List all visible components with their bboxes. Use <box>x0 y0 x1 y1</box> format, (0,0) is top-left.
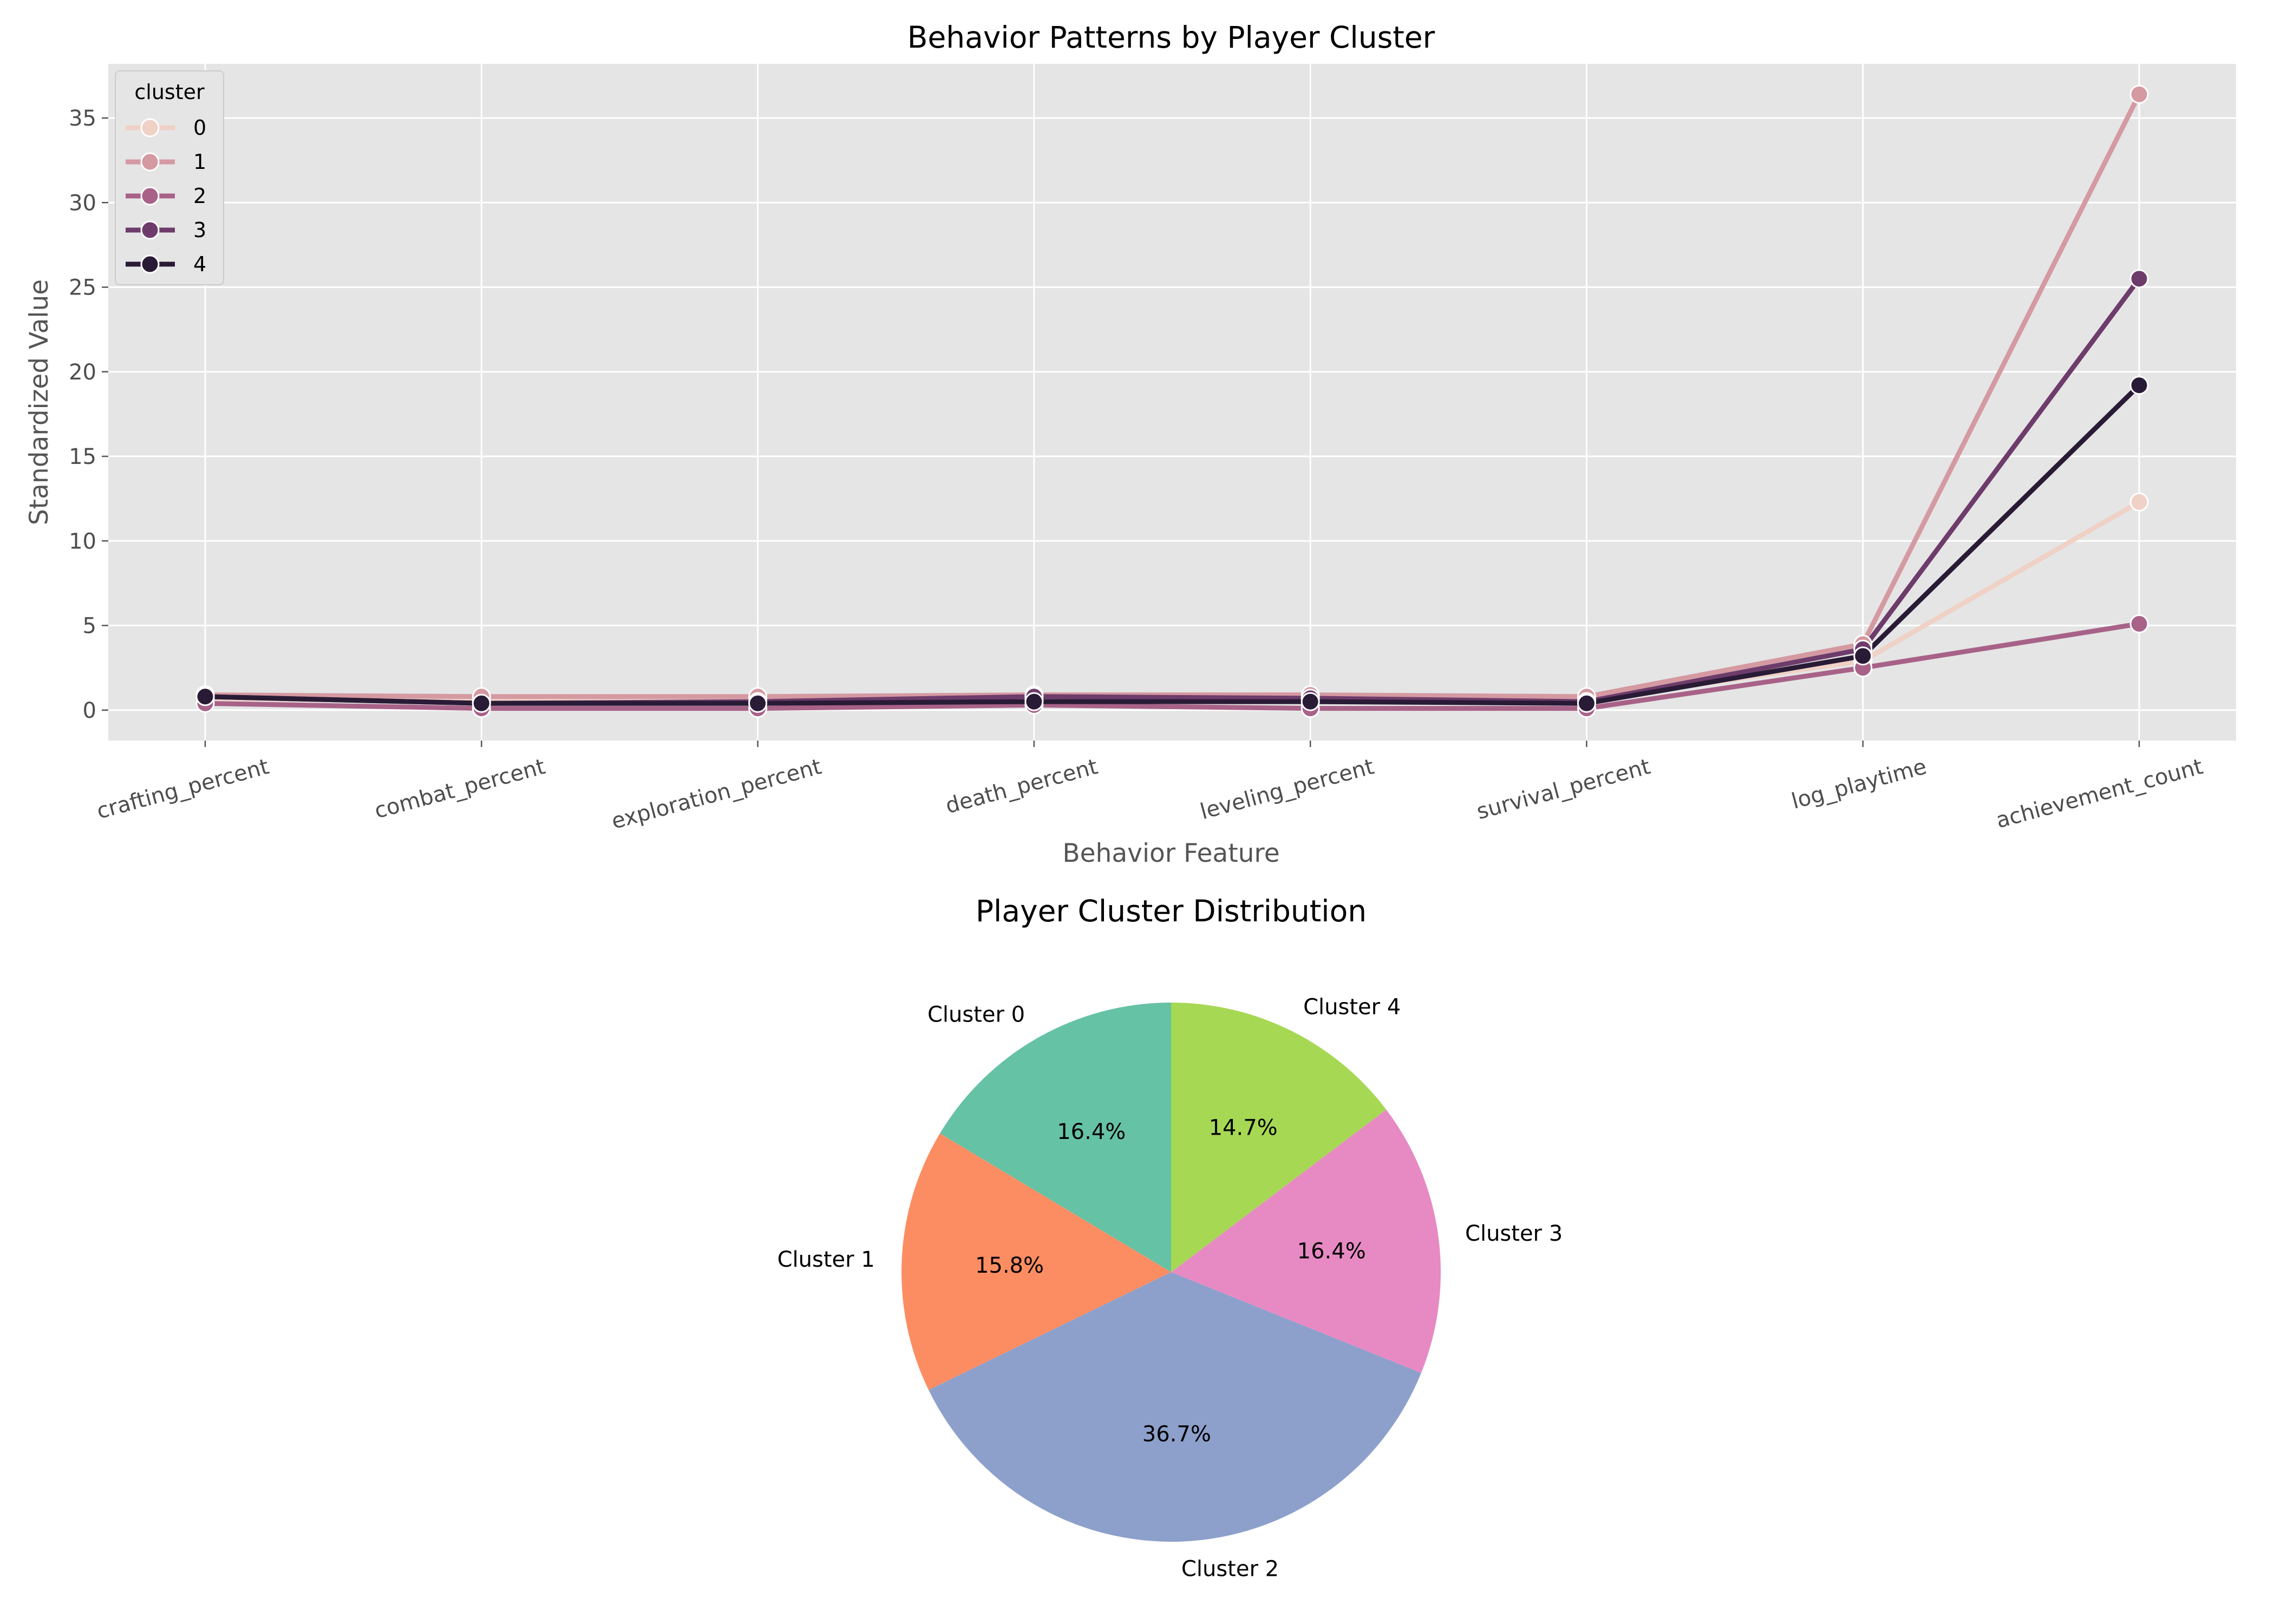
series-points <box>195 84 2149 718</box>
series-line-cluster-2 <box>202 621 2142 711</box>
pie-label-cluster-2: Cluster 2 <box>1181 1556 1279 1581</box>
data-point-cluster-1 <box>2129 84 2149 104</box>
data-point-cluster-4 <box>1301 692 1320 711</box>
data-point-cluster-4 <box>1024 692 1044 711</box>
pie-pct-cluster-2: 36.7% <box>1142 1422 1211 1447</box>
data-point-cluster-4 <box>1853 646 1873 666</box>
pie-slice-cluster-3 <box>1171 1109 1441 1373</box>
y-tick-label: 0 <box>83 698 96 723</box>
pie-chart-title: Player Cluster Distribution <box>976 894 1367 928</box>
x-tick-label: leveling_percent <box>1198 754 1377 824</box>
x-tick-label: exploration_percent <box>609 754 825 834</box>
data-point-cluster-2 <box>2129 614 2149 633</box>
pie-slice-cluster-0 <box>939 1003 1171 1272</box>
legend-swatch-marker <box>140 220 160 240</box>
x-tick-label: achievement_count <box>1994 754 2206 833</box>
legend-swatch-marker <box>140 118 160 137</box>
data-point-cluster-3 <box>2129 269 2149 289</box>
legend-swatch-marker <box>140 254 160 274</box>
data-point-cluster-4 <box>2129 376 2149 395</box>
legend-label-cluster-1: 1 <box>193 150 206 174</box>
series-line-cluster-4 <box>202 383 2142 706</box>
pie-label-cluster-1: Cluster 1 <box>777 1247 875 1272</box>
y-tick-label: 10 <box>69 529 96 554</box>
y-tick-labels: 0 5 10 15 20 25 30 35 <box>69 106 108 723</box>
pie-slice-cluster-1 <box>901 1133 1171 1390</box>
y-tick-label: 25 <box>69 276 96 300</box>
x-tick-labels: crafting_percent combat_percent exploratio… <box>94 741 2206 834</box>
line-chart-title: Behavior Patterns by Player Cluster <box>907 20 1435 55</box>
pie-pct-cluster-3: 16.4% <box>1297 1239 1366 1264</box>
series-line-cluster-1 <box>202 91 2142 699</box>
data-point-cluster-0 <box>2129 492 2149 512</box>
pie-label-cluster-0: Cluster 0 <box>927 1002 1025 1027</box>
legend-swatch-marker <box>140 152 160 172</box>
y-tick-label: 35 <box>69 106 96 131</box>
plot-area <box>108 64 2236 741</box>
data-point-cluster-4 <box>748 693 768 713</box>
x-gridlines <box>204 64 2140 741</box>
data-point-cluster-4 <box>195 687 215 706</box>
legend-label-cluster-2: 2 <box>193 184 206 208</box>
data-point-cluster-4 <box>472 693 491 713</box>
legend-swatch-marker <box>140 186 160 206</box>
legend-label-cluster-0: 0 <box>193 116 206 140</box>
x-axis-label: Behavior Feature <box>1062 839 1279 868</box>
pie-pct-cluster-4: 14.7% <box>1209 1116 1278 1141</box>
y-axis-label: Standardized Value <box>24 279 54 525</box>
pie-label-cluster-4: Cluster 4 <box>1303 995 1401 1020</box>
y-tick-label: 15 <box>69 444 96 469</box>
x-tick-label: crafting_percent <box>94 754 272 824</box>
x-tick-label: death_percent <box>943 754 1101 818</box>
pie-labels: Cluster 0 16.4% Cluster 1 15.8% Cluster 2 36.… <box>777 995 1563 1582</box>
y-tick-label: 30 <box>69 191 96 215</box>
pie-chart: Player Cluster Distribution Cluster 0 16.… <box>777 894 1563 1581</box>
y-gridlines <box>108 117 2236 711</box>
legend-label-cluster-3: 3 <box>193 218 206 242</box>
x-tick-label: log_playtime <box>1789 754 1929 814</box>
legend-title: cluster <box>134 80 205 104</box>
y-tick-label: 5 <box>83 614 96 639</box>
x-tick-label: combat_percent <box>372 754 548 823</box>
legend-entries: 0 1 2 3 4 <box>126 116 206 276</box>
pie-slices <box>901 1003 1441 1542</box>
pie-pct-cluster-0: 16.4% <box>1057 1119 1126 1144</box>
line-chart: Behavior Patterns by Player Cluster 0510… <box>24 20 2236 868</box>
pie-slice-cluster-4 <box>1171 1003 1387 1272</box>
data-point-cluster-4 <box>1577 693 1596 713</box>
pie-pct-cluster-1: 15.8% <box>975 1253 1044 1278</box>
x-tick-label: survival_percent <box>1474 754 1653 824</box>
pie-label-cluster-3: Cluster 3 <box>1465 1221 1563 1246</box>
legend: cluster 0 1 2 3 4 <box>115 70 224 285</box>
series-lines <box>202 91 2142 711</box>
pie-slice-cluster-2 <box>929 1272 1421 1542</box>
legend-label-cluster-4: 4 <box>193 252 206 276</box>
y-tick-label: 20 <box>69 360 96 385</box>
